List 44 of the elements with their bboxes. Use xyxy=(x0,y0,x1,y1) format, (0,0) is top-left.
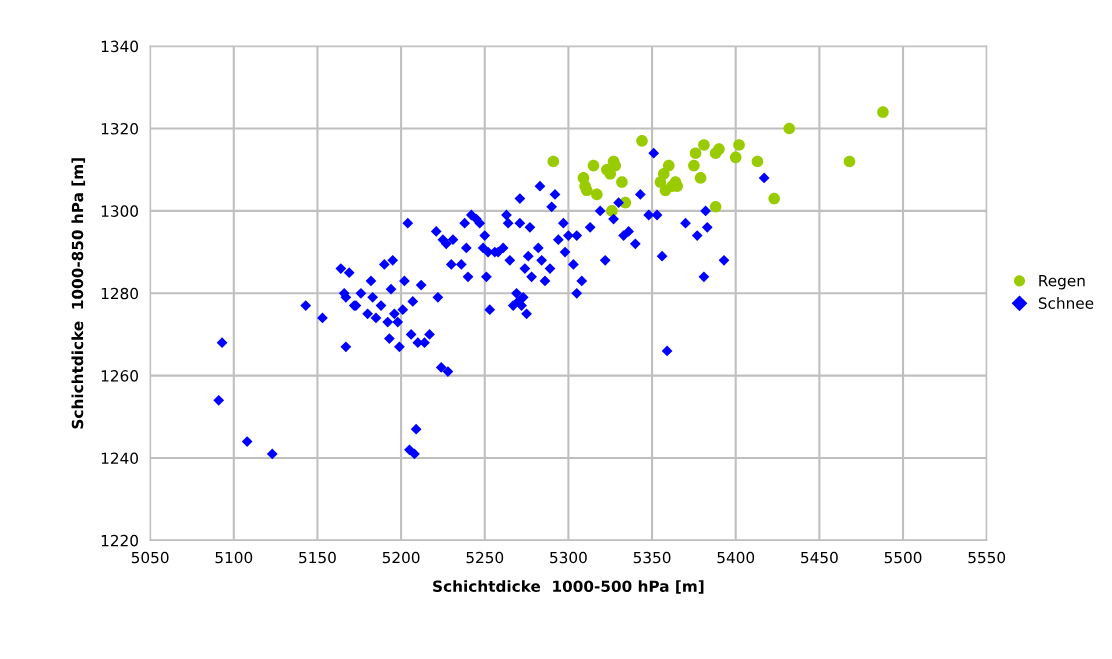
point xyxy=(843,155,856,168)
point xyxy=(768,192,780,205)
point xyxy=(713,143,725,155)
y-tick-label: 1240 xyxy=(101,452,138,465)
x-tick-label: 5350 xyxy=(633,551,671,564)
point xyxy=(587,159,600,172)
point xyxy=(733,139,745,151)
x-tick-label: 5100 xyxy=(215,551,253,564)
y-tick-label: 1260 xyxy=(101,370,138,382)
point xyxy=(751,155,764,168)
point xyxy=(657,168,670,180)
y-tick-label: 1320 xyxy=(101,122,138,135)
point xyxy=(877,106,889,118)
x-tick-label: 5550 xyxy=(968,551,1006,564)
point xyxy=(636,135,648,147)
x-tick-label: 5450 xyxy=(801,551,838,564)
point xyxy=(729,151,742,164)
point xyxy=(783,122,796,135)
point xyxy=(616,176,628,188)
x-tick-label: 5200 xyxy=(382,551,420,564)
x-tick-label: 5050 xyxy=(131,551,169,564)
point xyxy=(580,184,593,197)
point xyxy=(709,200,722,213)
y-tick-label: 1280 xyxy=(101,287,138,300)
point xyxy=(662,159,675,172)
point xyxy=(547,155,560,168)
point xyxy=(606,205,618,217)
y-tick-label: 1340 xyxy=(101,40,138,53)
x-tick-label: 5400 xyxy=(717,551,755,564)
legend-label: Schnee xyxy=(1038,297,1094,309)
point xyxy=(689,147,702,160)
point xyxy=(688,159,700,172)
point xyxy=(698,139,710,151)
x-tick-label: 5300 xyxy=(550,551,587,564)
y-axis-title: Schichtdicke 1000-850 hPa [m] xyxy=(71,158,86,429)
x-tick-label: 5150 xyxy=(299,551,336,564)
x-tick-label: 5500 xyxy=(884,551,922,564)
point xyxy=(694,172,707,184)
x-tick-label: 5250 xyxy=(466,551,504,564)
legend-label: Regen xyxy=(1039,275,1085,290)
y-tick-label: 1220 xyxy=(101,534,138,547)
point xyxy=(591,188,603,201)
y-tick-label: 1300 xyxy=(101,205,138,217)
x-axis-title: Schichtdicke 1000-500 hPa [m] xyxy=(433,580,704,594)
